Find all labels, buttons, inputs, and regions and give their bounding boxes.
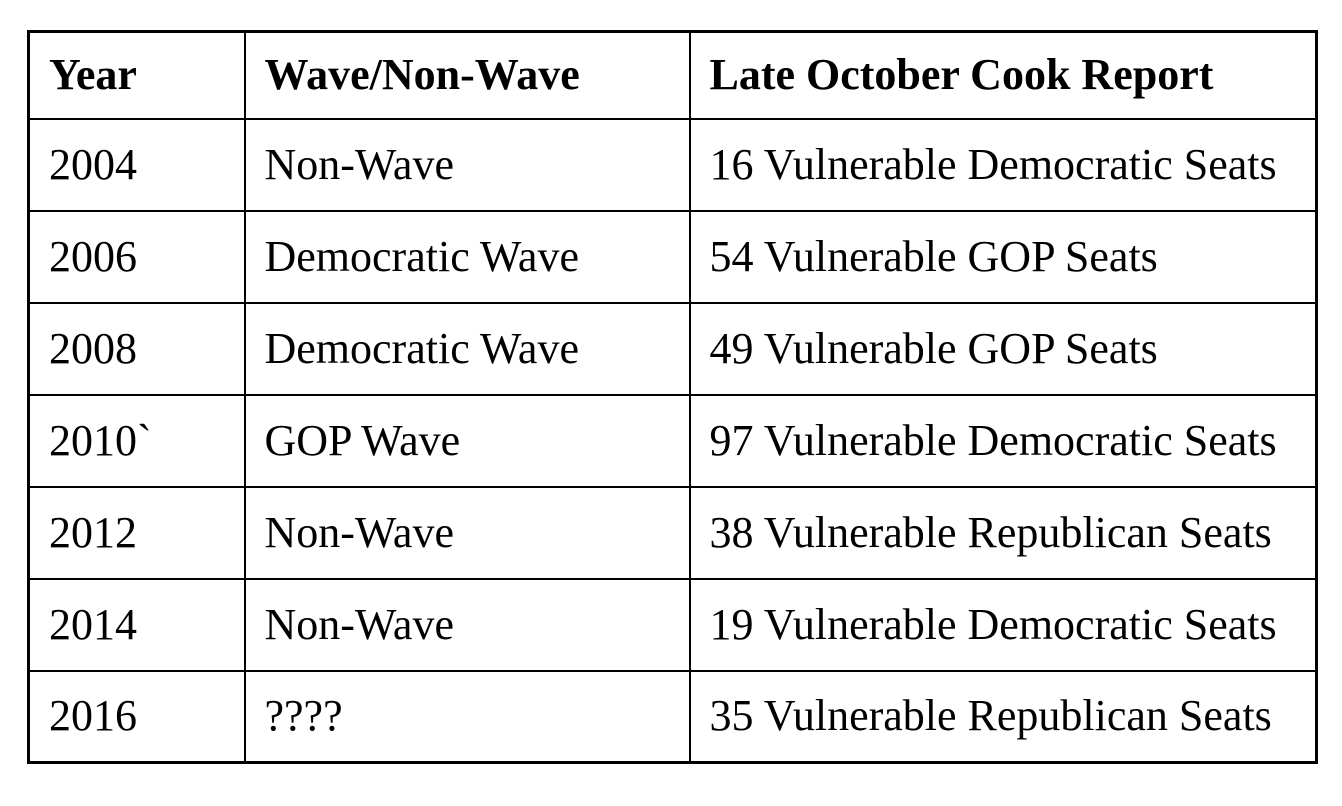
cell-cook-report: 16 Vulnerable Democratic Seats <box>688 117 1318 212</box>
cell-wave: Non-Wave <box>243 485 691 580</box>
election-wave-table: Year Wave/Non-Wave Late October Cook Rep… <box>27 30 1318 764</box>
cell-year: 2016 <box>27 669 246 764</box>
cell-year: 2004 <box>27 117 246 212</box>
table-row: 2008 Democratic Wave 49 Vulnerable GOP S… <box>27 301 1318 396</box>
wave-table-container: Year Wave/Non-Wave Late October Cook Rep… <box>27 30 1318 764</box>
cell-cook-report: 35 Vulnerable Republican Seats <box>688 669 1318 764</box>
cell-cook-report: 38 Vulnerable Republican Seats <box>688 485 1318 580</box>
cell-cook-report: 19 Vulnerable Democratic Seats <box>688 577 1318 672</box>
column-header-year: Year <box>27 30 246 120</box>
table-row: 2010` GOP Wave 97 Vulnerable Democratic … <box>27 393 1318 488</box>
column-header-wave: Wave/Non-Wave <box>243 30 691 120</box>
cell-cook-report: 54 Vulnerable GOP Seats <box>688 209 1318 304</box>
cell-cook-report: 97 Vulnerable Democratic Seats <box>688 393 1318 488</box>
table-row: 2016 ???? 35 Vulnerable Republican Seats <box>27 669 1318 764</box>
table-row: 2014 Non-Wave 19 Vulnerable Democratic S… <box>27 577 1318 672</box>
cell-wave: GOP Wave <box>243 393 691 488</box>
table-row: 2006 Democratic Wave 54 Vulnerable GOP S… <box>27 209 1318 304</box>
table-row: 2012 Non-Wave 38 Vulnerable Republican S… <box>27 485 1318 580</box>
cell-year: 2014 <box>27 577 246 672</box>
column-header-cook-report: Late October Cook Report <box>688 30 1318 120</box>
cell-year: 2006 <box>27 209 246 304</box>
cell-year: 2008 <box>27 301 246 396</box>
table-row: 2004 Non-Wave 16 Vulnerable Democratic S… <box>27 117 1318 212</box>
cell-year: 2012 <box>27 485 246 580</box>
cell-year: 2010` <box>27 393 246 488</box>
cell-wave: Non-Wave <box>243 117 691 212</box>
cell-cook-report: 49 Vulnerable GOP Seats <box>688 301 1318 396</box>
header-row: Year Wave/Non-Wave Late October Cook Rep… <box>27 30 1318 120</box>
cell-wave: Democratic Wave <box>243 209 691 304</box>
cell-wave: ???? <box>243 669 691 764</box>
cell-wave: Democratic Wave <box>243 301 691 396</box>
cell-wave: Non-Wave <box>243 577 691 672</box>
